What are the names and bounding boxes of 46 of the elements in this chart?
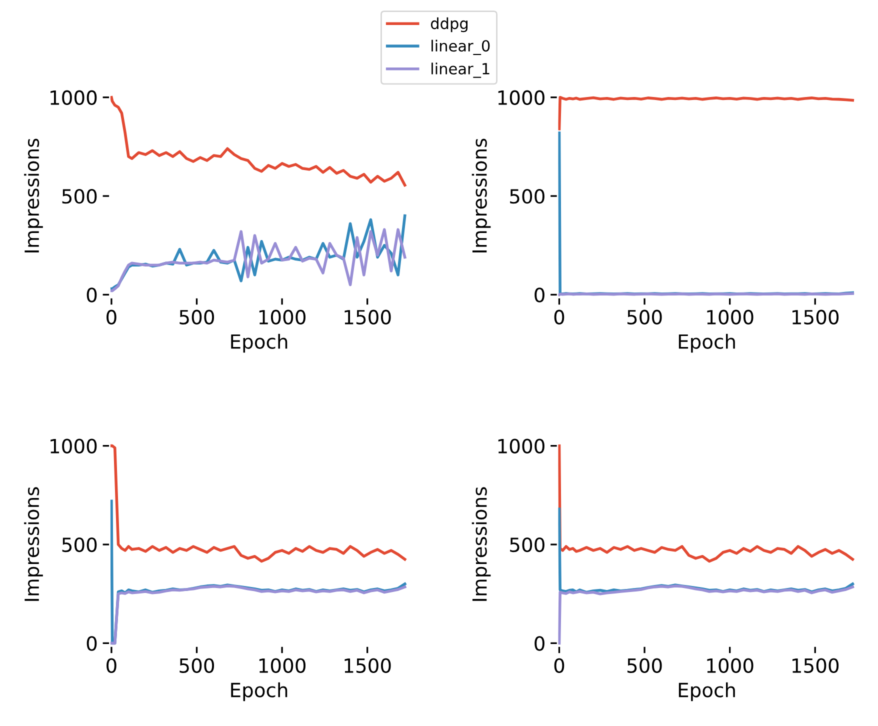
y-axis-title: Impressions: [24, 487, 43, 601]
legend-label: ddpg: [430, 17, 468, 32]
y-tick-label: 1000: [498, 438, 544, 454]
y-axis-title: Impressions: [472, 138, 491, 252]
x-tick-label: 1000: [259, 658, 306, 673]
legend-label: linear_1: [432, 62, 490, 78]
x-tick-label: 1000: [707, 310, 754, 325]
line-series: [558, 96, 854, 130]
x-tick-label: 500: [180, 310, 214, 325]
y-tick-label: 0: [534, 636, 544, 651]
y-tick-label: 500: [510, 537, 544, 552]
y-tick-label: 1000: [50, 90, 97, 106]
legend-label: linear_0: [432, 40, 490, 56]
x-tick-label: 500: [180, 658, 214, 673]
line-series: [110, 228, 406, 292]
x-tick-label: 1000: [259, 310, 306, 325]
x-axis-title: Epoch: [678, 682, 735, 702]
x-tick-label: 500: [627, 658, 662, 673]
line-series: [110, 584, 406, 645]
line-series: [558, 584, 854, 645]
x-axis-title: Epoch: [231, 682, 288, 702]
x-tick-label: 1000: [707, 658, 754, 673]
x-tick-label: 0: [554, 658, 564, 673]
y-tick-label: 1000: [498, 90, 544, 106]
y-tick-label: 1000: [50, 438, 97, 454]
x-tick-label: 0: [106, 658, 116, 673]
x-tick-label: 1500: [792, 310, 839, 325]
x-tick-label: 1500: [344, 310, 391, 325]
y-tick-label: 500: [510, 188, 544, 204]
x-tick-label: 1500: [344, 658, 391, 673]
line-series: [110, 96, 406, 187]
y-tick-label: 0: [534, 288, 544, 302]
y-tick-label: 500: [62, 188, 97, 204]
y-tick-label: 500: [62, 537, 97, 552]
x-tick-label: 0: [554, 310, 564, 325]
x-tick-label: 500: [627, 310, 662, 325]
x-tick-label: 1500: [792, 658, 839, 673]
x-tick-label: 0: [106, 310, 116, 325]
y-tick-label: 0: [86, 288, 97, 302]
y-axis-title: Impressions: [472, 487, 491, 601]
y-tick-label: 0: [86, 636, 97, 651]
x-axis-title: Epoch: [231, 334, 288, 353]
line-series: [558, 444, 854, 563]
line-series: [110, 444, 406, 563]
y-axis-title: Impressions: [24, 138, 43, 252]
x-axis-title: Epoch: [678, 334, 735, 353]
